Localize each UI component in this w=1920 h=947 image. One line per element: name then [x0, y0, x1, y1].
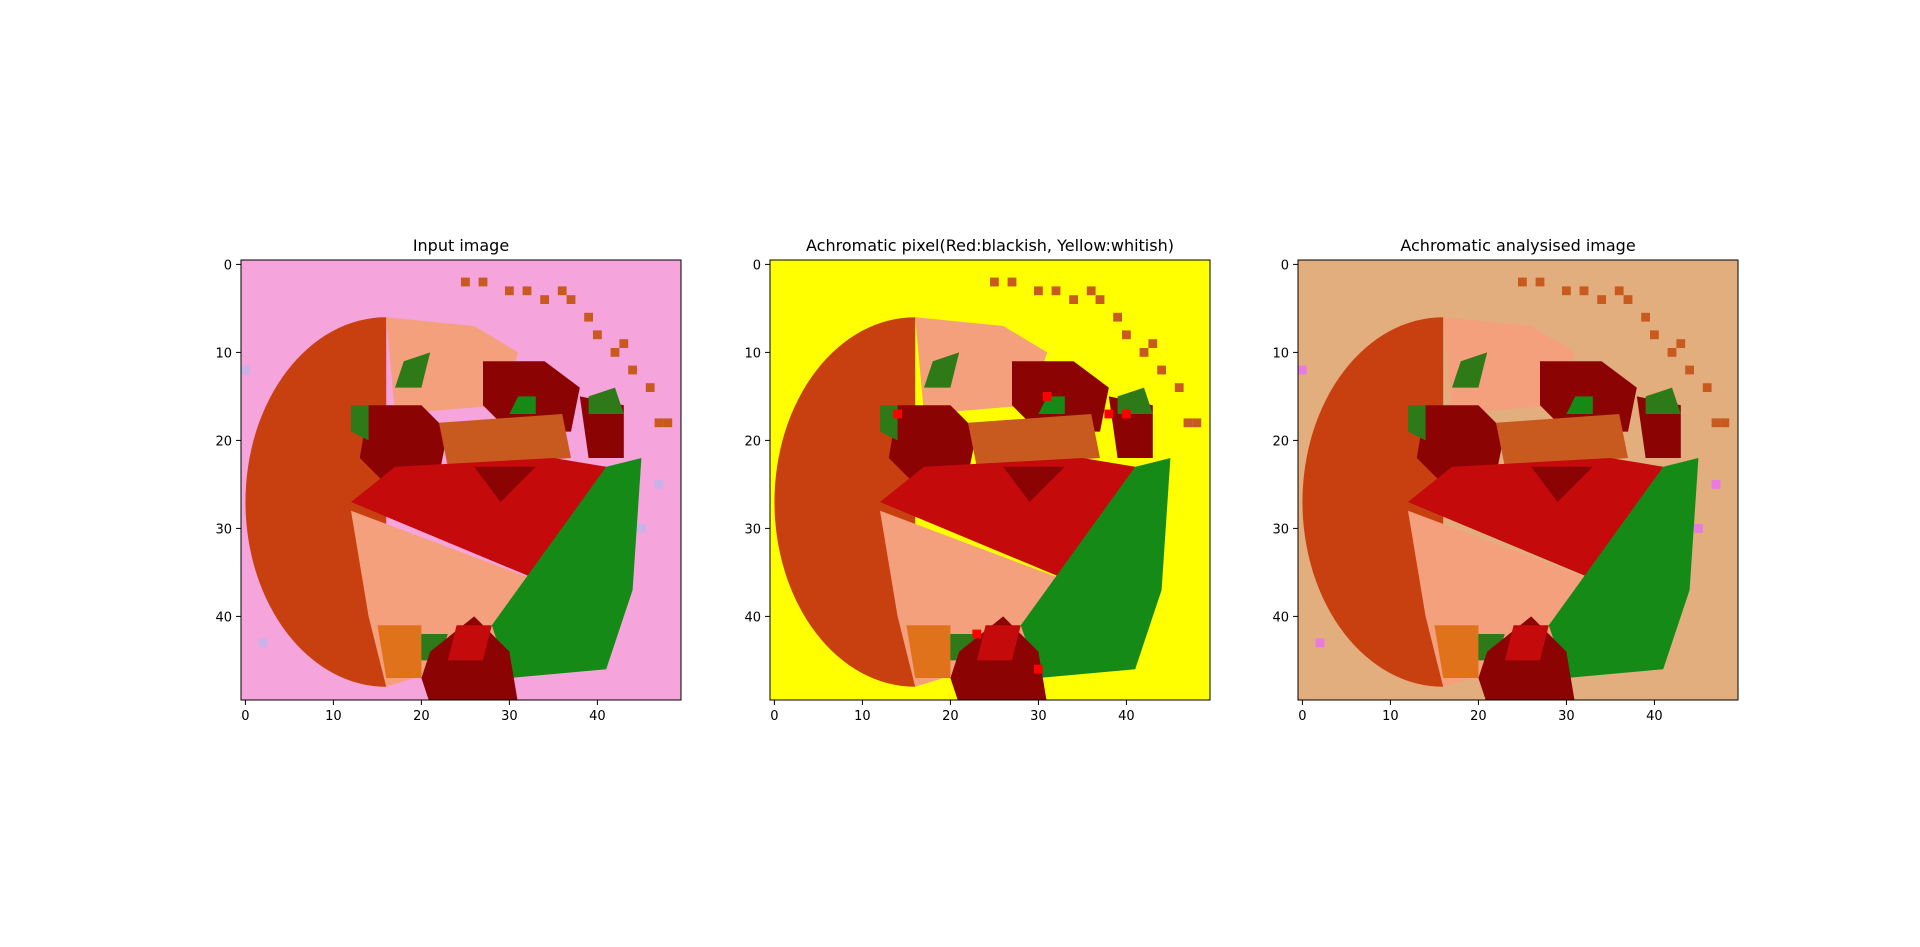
- x-tick-label: 0: [770, 709, 778, 724]
- y-tick-label: 20: [215, 434, 232, 449]
- panel-title: Achromatic analysised image: [1400, 236, 1635, 255]
- axes-frame: [240, 259, 682, 701]
- image-pixels: [1298, 260, 1738, 700]
- image-pixels: [241, 260, 681, 700]
- x-tick-label: 40: [589, 709, 606, 724]
- axes-frame: [1297, 259, 1739, 701]
- x-tick-label: 10: [854, 709, 871, 724]
- panel-title: Input image: [413, 236, 509, 255]
- y-tick-label: 30: [215, 522, 232, 537]
- x-tick-label: 20: [942, 709, 959, 724]
- panel-3: Achromatic analysised image 0 10 20 30 40 0 10 2…: [1272, 236, 1739, 724]
- x-tick-label: 10: [325, 709, 342, 724]
- y-tick-label: 30: [744, 522, 761, 537]
- y-tick-label: 30: [1272, 522, 1289, 537]
- y-tick-label: 10: [215, 346, 232, 361]
- x-tick-label: 20: [413, 709, 430, 724]
- y-tick-label: 0: [753, 258, 761, 273]
- panel-1: Input image 0 10 20 30 40 0 10 20 30 40: [215, 236, 682, 724]
- x-tick-label: 40: [1646, 709, 1663, 724]
- y-tick-label: 40: [744, 610, 761, 625]
- y-tick-label: 0: [1281, 258, 1289, 273]
- y-tick-label: 10: [744, 346, 761, 361]
- x-tick-label: 30: [501, 709, 518, 724]
- axes-frame: [769, 259, 1211, 701]
- x-tick-label: 20: [1470, 709, 1487, 724]
- y-tick-label: 40: [215, 610, 232, 625]
- x-tick-label: 10: [1382, 709, 1399, 724]
- panel-2: Achromatic pixel(Red:blackish, Yellow:wh…: [744, 236, 1211, 724]
- y-tick-label: 10: [1272, 346, 1289, 361]
- x-tick-label: 30: [1558, 709, 1575, 724]
- x-tick-label: 0: [1298, 709, 1306, 724]
- x-tick-label: 40: [1118, 709, 1135, 724]
- y-tick-label: 40: [1272, 610, 1289, 625]
- panel-title: Achromatic pixel(Red:blackish, Yellow:wh…: [806, 236, 1174, 255]
- x-tick-label: 30: [1030, 709, 1047, 724]
- y-tick-label: 20: [1272, 434, 1289, 449]
- y-tick-label: 0: [224, 258, 232, 273]
- x-tick-label: 0: [241, 709, 249, 724]
- y-tick-label: 20: [744, 434, 761, 449]
- image-pixels: [770, 260, 1210, 700]
